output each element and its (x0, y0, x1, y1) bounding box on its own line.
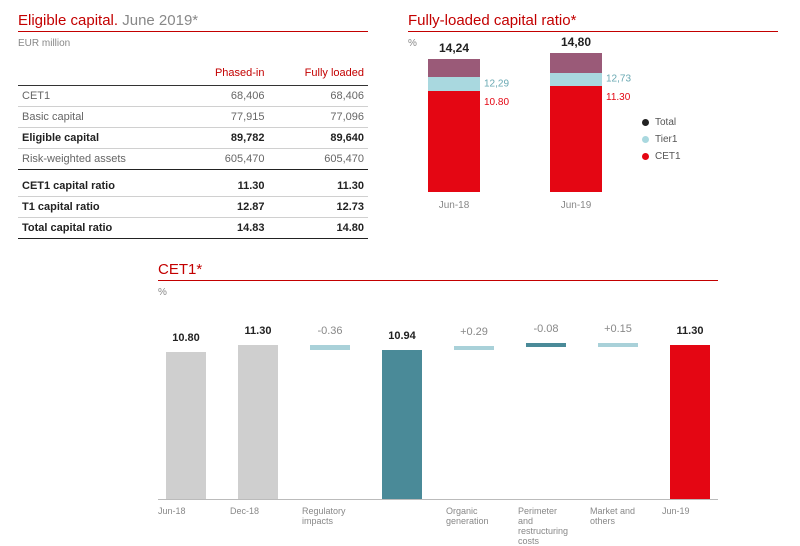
table-cell: Total capital ratio (18, 218, 183, 239)
table-col-header (18, 61, 183, 86)
ratio-bar: 14,8012,7311.30Jun-19 (540, 35, 612, 211)
waterfall-delta-label: -0.08 (518, 323, 574, 335)
legend-label: Tier1 (655, 134, 677, 145)
waterfall-value-label: 11.30 (230, 325, 286, 337)
title-main: Eligible capital. (18, 12, 118, 29)
cet1-title: CET1* (158, 261, 718, 278)
table-col-header: Fully loaded (268, 61, 368, 86)
ratio-xlabel: Jun-18 (418, 200, 490, 211)
table-col-header: Phased-in (183, 61, 268, 86)
table-cell: 89,782 (183, 128, 268, 149)
waterfall-col: +0.29 (446, 309, 502, 499)
waterfall-delta-label: +0.29 (446, 326, 502, 338)
table-cell: 605,470 (183, 149, 268, 170)
waterfall-col: 11.30 (662, 309, 718, 499)
waterfall-xlabel: Regulatory impacts (302, 506, 358, 546)
waterfall-value-label: 10.80 (158, 332, 214, 344)
ratio-cet1-label: 11.30 (606, 92, 630, 103)
waterfall-col: 11.30 (230, 309, 286, 499)
waterfall-xlabel: Jun-18 (158, 506, 214, 546)
waterfall-xlabel: Perimeter and restructuring costs (518, 506, 574, 546)
ratio-cet1-label: 10.80 (484, 97, 509, 108)
capital-ratio-chart: Fully-loaded capital ratio* % 14,2412,29… (408, 12, 778, 241)
cet1-rule (158, 280, 718, 281)
legend-item: Tier1 (642, 134, 681, 145)
waterfall-col: -0.08 (518, 309, 574, 499)
table-cell: Eligible capital (18, 128, 183, 149)
waterfall-xlabel: Dec-18 (230, 506, 286, 546)
legend-label: Total (655, 117, 676, 128)
table-unit: EUR million (18, 38, 368, 49)
table-cell: 68,406 (183, 86, 268, 107)
ratio-bar: 14,2412,2910.80Jun-18 (418, 41, 490, 212)
cet1-waterfall: CET1* % 10.80 11.30 -0.36 10.94 +0.29 -0.08 +0… (158, 261, 718, 546)
title-sub: June 2019* (122, 12, 198, 29)
waterfall-col: -0.36 (302, 309, 358, 499)
waterfall-xlabel: Market and others (590, 506, 646, 546)
table-cell: 77,096 (268, 107, 368, 128)
table-cell: 14.83 (183, 218, 268, 239)
legend-swatch (642, 119, 649, 126)
table-cell: 68,406 (268, 86, 368, 107)
ratio-xlabel: Jun-19 (540, 200, 612, 211)
ratio-legend: Total Tier1 CET1 (642, 111, 681, 241)
table-cell: 11.30 (268, 170, 368, 197)
waterfall-col: +0.15 (590, 309, 646, 499)
waterfall-col: 10.80 (158, 309, 214, 499)
table-cell: T1 capital ratio (18, 197, 183, 218)
waterfall-col: 10.94 (374, 309, 430, 499)
table-cell: 605,470 (268, 149, 368, 170)
legend-swatch (642, 136, 649, 143)
table-cell: CET1 capital ratio (18, 170, 183, 197)
cet1-unit: % (158, 287, 718, 298)
waterfall-xlabel: Organic generation (446, 506, 502, 546)
table-cell: CET1 (18, 86, 183, 107)
ratio-tier1-label: 12,73 (606, 74, 631, 85)
eligible-capital-table: Eligible capital. June 2019* EUR million… (18, 12, 368, 241)
legend-swatch (642, 153, 649, 160)
ratio-rule (408, 31, 778, 32)
legend-item: Total (642, 117, 681, 128)
table-cell: 77,915 (183, 107, 268, 128)
waterfall-value-label: 10.94 (374, 330, 430, 342)
waterfall-xlabel (374, 506, 430, 546)
waterfall-value-label: 11.30 (662, 325, 718, 337)
table-cell: 11.30 (183, 170, 268, 197)
table-cell: 12.87 (183, 197, 268, 218)
legend-label: CET1 (655, 151, 681, 162)
legend-item: CET1 (642, 151, 681, 162)
waterfall-xlabel: Jun-19 (662, 506, 718, 546)
ratio-total-label: 14,24 (418, 41, 490, 55)
table-cell: 14.80 (268, 218, 368, 239)
table-cell: 89,640 (268, 128, 368, 149)
table-cell: 12.73 (268, 197, 368, 218)
title-rule (18, 31, 368, 32)
waterfall-delta-label: +0.15 (590, 323, 646, 335)
waterfall-delta-label: -0.36 (302, 325, 358, 337)
table-title: Eligible capital. June 2019* (18, 12, 368, 29)
ratio-tier1-label: 12,29 (484, 78, 509, 89)
table-cell: Basic capital (18, 107, 183, 128)
ratio-title: Fully-loaded capital ratio* (408, 12, 778, 29)
ratio-total-label: 14,80 (540, 35, 612, 49)
table-cell: Risk-weighted assets (18, 149, 183, 170)
